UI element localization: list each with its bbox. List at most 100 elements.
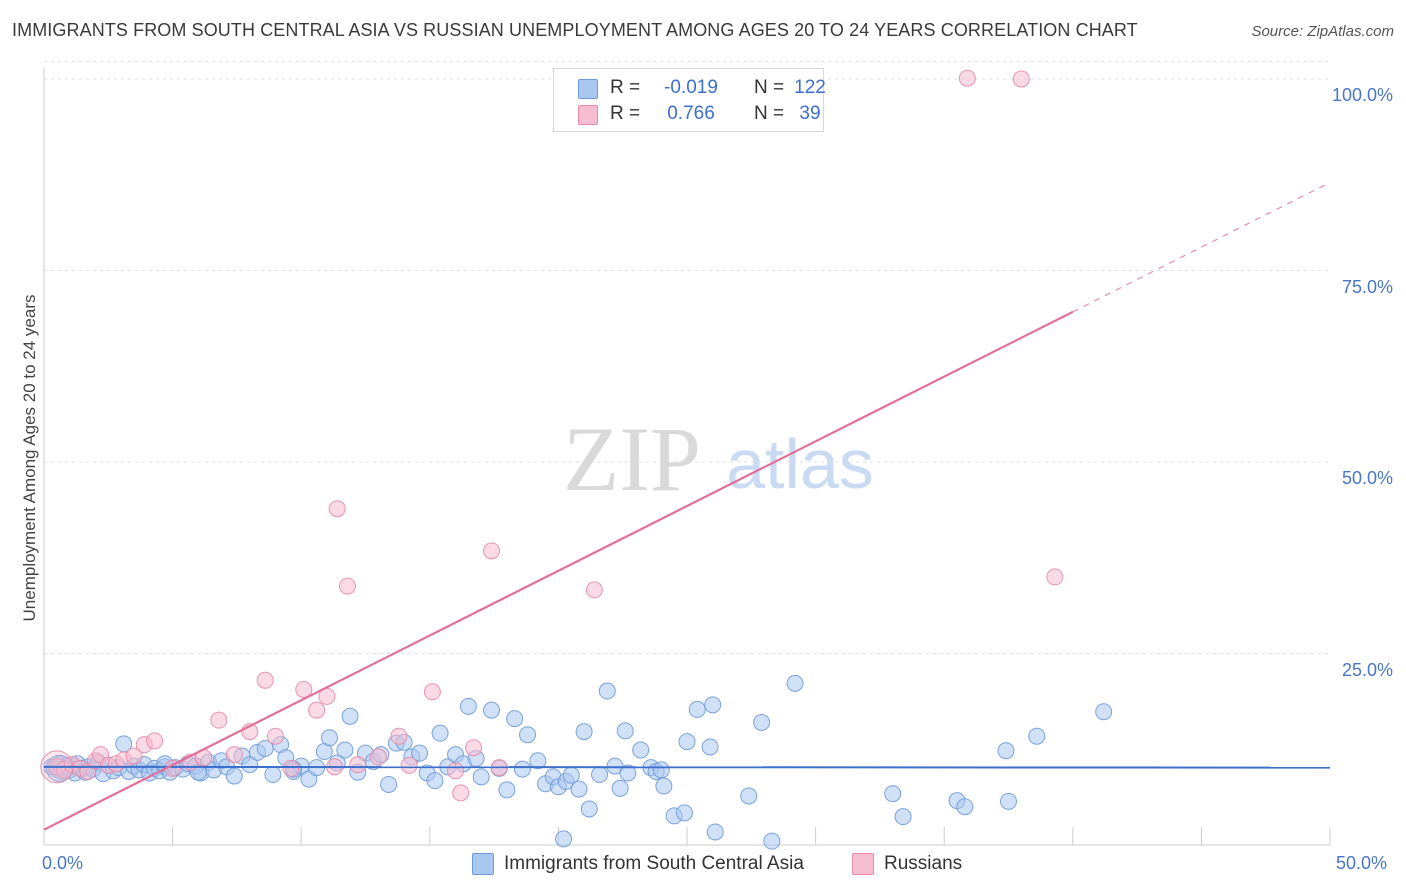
legend-n-value: 39: [799, 103, 821, 124]
data-point: [498, 781, 516, 799]
data-point: [369, 748, 387, 766]
data-point: [706, 823, 724, 841]
watermark-zip: ZIP: [563, 408, 701, 510]
watermark-atlas: atlas: [726, 425, 874, 503]
data-point: [256, 671, 274, 689]
data-point: [328, 500, 346, 518]
data-point: [1095, 703, 1113, 721]
data-point: [320, 729, 338, 747]
data-point: [308, 701, 326, 719]
data-point: [555, 830, 573, 848]
x-tick-min: 0.0%: [42, 853, 84, 873]
data-point: [338, 577, 356, 595]
data-point: [390, 727, 408, 745]
y-tick-label: 100.0%: [1331, 85, 1393, 105]
data-point: [763, 832, 781, 850]
data-point: [513, 760, 531, 778]
data-point: [786, 674, 804, 692]
legend-r-label: R =: [610, 103, 641, 124]
data-point: [585, 581, 603, 599]
data-point: [575, 723, 593, 741]
data-point: [616, 722, 634, 740]
correlation-legend: R = -0.019 N = 122 R = 0.766 N = 39: [553, 68, 826, 132]
data-point: [529, 752, 547, 770]
watermark: ZIP atlas: [563, 408, 874, 510]
data-point: [704, 696, 722, 714]
data-point: [431, 724, 449, 742]
x-tick-max: 50.0%: [1336, 853, 1388, 873]
bottom-legend-swatch-blue: [472, 853, 494, 875]
legend-n-label: N =: [754, 77, 785, 98]
data-point: [619, 764, 637, 782]
bottom-legend-swatch-pink: [852, 853, 874, 875]
data-point: [210, 711, 228, 729]
data-point: [426, 772, 444, 790]
data-point: [400, 756, 418, 774]
bottom-legend-label-blue: Immigrants from South Central Asia: [504, 853, 804, 874]
data-point: [894, 808, 912, 826]
y-tick-label: 25.0%: [1341, 659, 1393, 680]
data-point: [452, 784, 470, 802]
data-point: [570, 780, 588, 798]
legend-n-value: 122: [794, 77, 826, 98]
data-point: [1000, 792, 1017, 810]
data-point: [125, 747, 143, 765]
pink-points: [40, 69, 1064, 802]
legend-r-value: 0.766: [667, 103, 715, 124]
data-point: [349, 756, 367, 774]
gridlines: [44, 60, 1330, 654]
data-point: [483, 701, 501, 719]
data-point: [380, 775, 398, 793]
data-point: [580, 800, 598, 818]
data-point: [146, 732, 164, 750]
data-point: [225, 767, 243, 785]
data-point: [632, 741, 650, 759]
legend-n-label: N =: [754, 103, 785, 124]
data-point: [884, 785, 902, 803]
legend-swatch-blue: [578, 79, 598, 99]
trend-line-pink: [43, 310, 1074, 831]
data-point: [423, 683, 441, 701]
data-point: [655, 777, 673, 795]
data-point: [740, 787, 758, 805]
data-point: [591, 766, 609, 784]
data-point: [678, 733, 696, 751]
data-point: [956, 798, 974, 816]
data-point: [675, 804, 693, 822]
data-point: [1028, 727, 1046, 745]
data-point: [753, 713, 771, 731]
data-point: [519, 726, 537, 744]
data-point: [295, 681, 313, 699]
trend-line-blue: [43, 765, 1331, 769]
data-point: [225, 746, 243, 764]
data-point: [701, 738, 719, 756]
source-label: Source: ZipAtlas.com: [1251, 23, 1394, 40]
legend-r-label: R =: [610, 77, 641, 98]
data-point: [411, 744, 429, 762]
legend-r-value: -0.019: [664, 77, 718, 98]
data-point: [958, 69, 976, 87]
data-point: [506, 710, 524, 728]
y-tick-label: 50.0%: [1341, 468, 1393, 488]
y-tick-label: 75.0%: [1341, 276, 1393, 297]
data-point: [472, 768, 490, 786]
legend-swatch-pink: [578, 105, 598, 125]
data-point: [997, 742, 1015, 760]
data-point: [266, 727, 284, 745]
axes: [43, 68, 1331, 846]
data-point: [611, 779, 629, 797]
data-point: [282, 759, 300, 777]
data-point: [1012, 70, 1030, 88]
data-point: [459, 697, 477, 715]
data-point: [652, 761, 670, 779]
trend-lines: [43, 181, 1331, 831]
chart-title: IMMIGRANTS FROM SOUTH CENTRAL ASIA VS RU…: [12, 20, 1138, 40]
data-point: [688, 700, 706, 718]
data-point: [264, 766, 282, 784]
data-point: [341, 707, 359, 725]
data-point: [336, 741, 354, 759]
bottom-legend-label-pink: Russians: [884, 853, 963, 874]
trend-line-pink-extension: [1072, 181, 1331, 313]
data-point: [447, 762, 465, 780]
